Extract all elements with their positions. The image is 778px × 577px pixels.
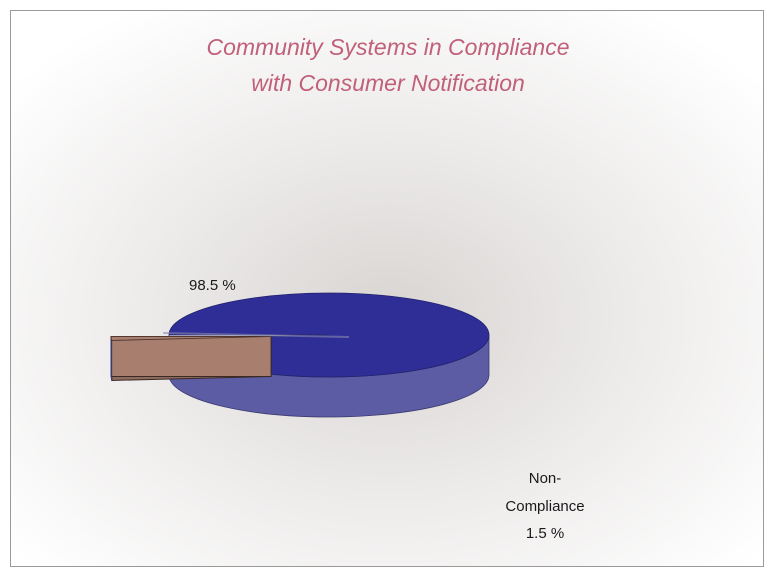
- pie-chart: Community Systems in Compliance with Con…: [11, 11, 763, 566]
- chart-background: [11, 11, 763, 566]
- data-label-compliance: 98.5 %: [189, 277, 236, 294]
- pie-slice-seam: [163, 331, 350, 338]
- pie-slice-non-compliance-wall-1: [110, 336, 272, 378]
- pie-slice-non-compliance-side: [110, 336, 113, 381]
- chart-frame: Community Systems in Compliance with Con…: [10, 10, 764, 567]
- pie-group: [110, 292, 490, 418]
- category-label-non-compliance-line-1: Non-: [529, 470, 562, 487]
- data-label-non-compliance: Non- Compliance 1.5 %: [505, 470, 584, 542]
- category-label-non-compliance-line-2: Compliance: [505, 498, 584, 515]
- chart-title: Community Systems in Compliance: [206, 34, 569, 60]
- chart-subtitle: with Consumer Notification: [251, 70, 525, 96]
- pie-slice-non-compliance-top: [110, 336, 272, 341]
- value-label-non-compliance: 1.5 %: [526, 525, 564, 542]
